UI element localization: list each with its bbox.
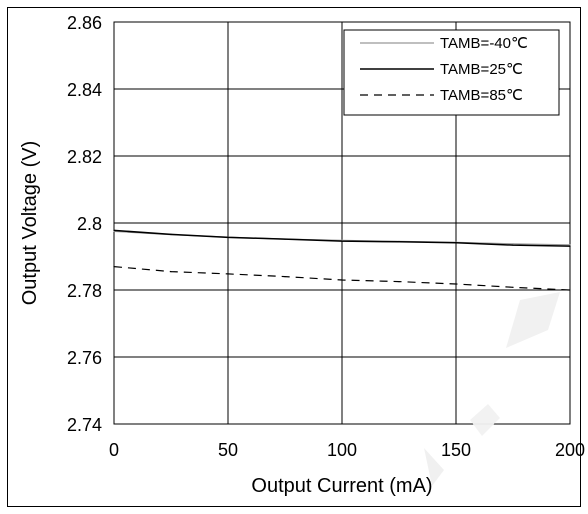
series-lines [113,229,571,291]
plot-area [113,21,571,425]
series-point-2 [455,283,457,285]
series-point-1 [113,229,115,231]
x-axis-ticks: 0 50 100 150 200 [109,440,585,460]
y-tick-label: 2.76 [67,348,102,368]
series-point-1 [512,244,514,246]
series-point-2 [227,273,229,275]
series-point-2 [170,271,172,273]
series-point-2 [284,276,286,278]
series-point-0 [512,243,514,245]
series-point-2 [569,289,571,291]
y-axis-label: Output Voltage (V) [19,141,41,306]
series-point-1 [284,238,286,240]
legend-label-2: TAMB=85℃ [440,87,523,104]
series-point-1 [569,245,571,247]
x-tick-label: 100 [327,440,357,460]
series-point-0 [569,244,571,246]
y-tick-label: 2.74 [67,415,102,435]
y-tick-label: 2.84 [67,80,102,100]
series-point-2 [341,279,343,281]
series-point-1 [227,236,229,238]
series-point-2 [113,266,115,268]
series-point-1 [455,242,457,244]
watermark-stroke-2 [506,292,560,348]
series-point-2 [512,286,514,288]
x-axis-label: Output Current (mA) [251,475,432,497]
series-point-2 [398,281,400,283]
legend-box [343,29,560,116]
series-point-1 [341,240,343,242]
y-tick-label: 2.86 [67,13,102,33]
series-point-1 [398,241,400,243]
legend: TAMB=-40℃ TAMB=25℃ TAMB=85℃ [343,29,560,116]
x-tick-label: 50 [218,440,238,460]
x-tick-label: 200 [555,440,585,460]
watermark [424,292,560,486]
series-point-1 [170,233,172,235]
y-tick-label: 2.8 [77,214,102,234]
y-tick-label: 2.82 [67,147,102,167]
watermark-stroke-3 [470,404,500,436]
x-tick-label: 0 [109,440,119,460]
watermark-stroke-1 [424,448,444,486]
legend-label-1: TAMB=25℃ [440,61,523,78]
legend-label-0: TAMB=-40℃ [440,35,528,52]
y-tick-label: 2.78 [67,281,102,301]
y-axis-ticks: 2.74 2.76 2.78 2.8 2.82 2.84 2.86 [67,13,102,435]
x-tick-label: 150 [441,440,471,460]
